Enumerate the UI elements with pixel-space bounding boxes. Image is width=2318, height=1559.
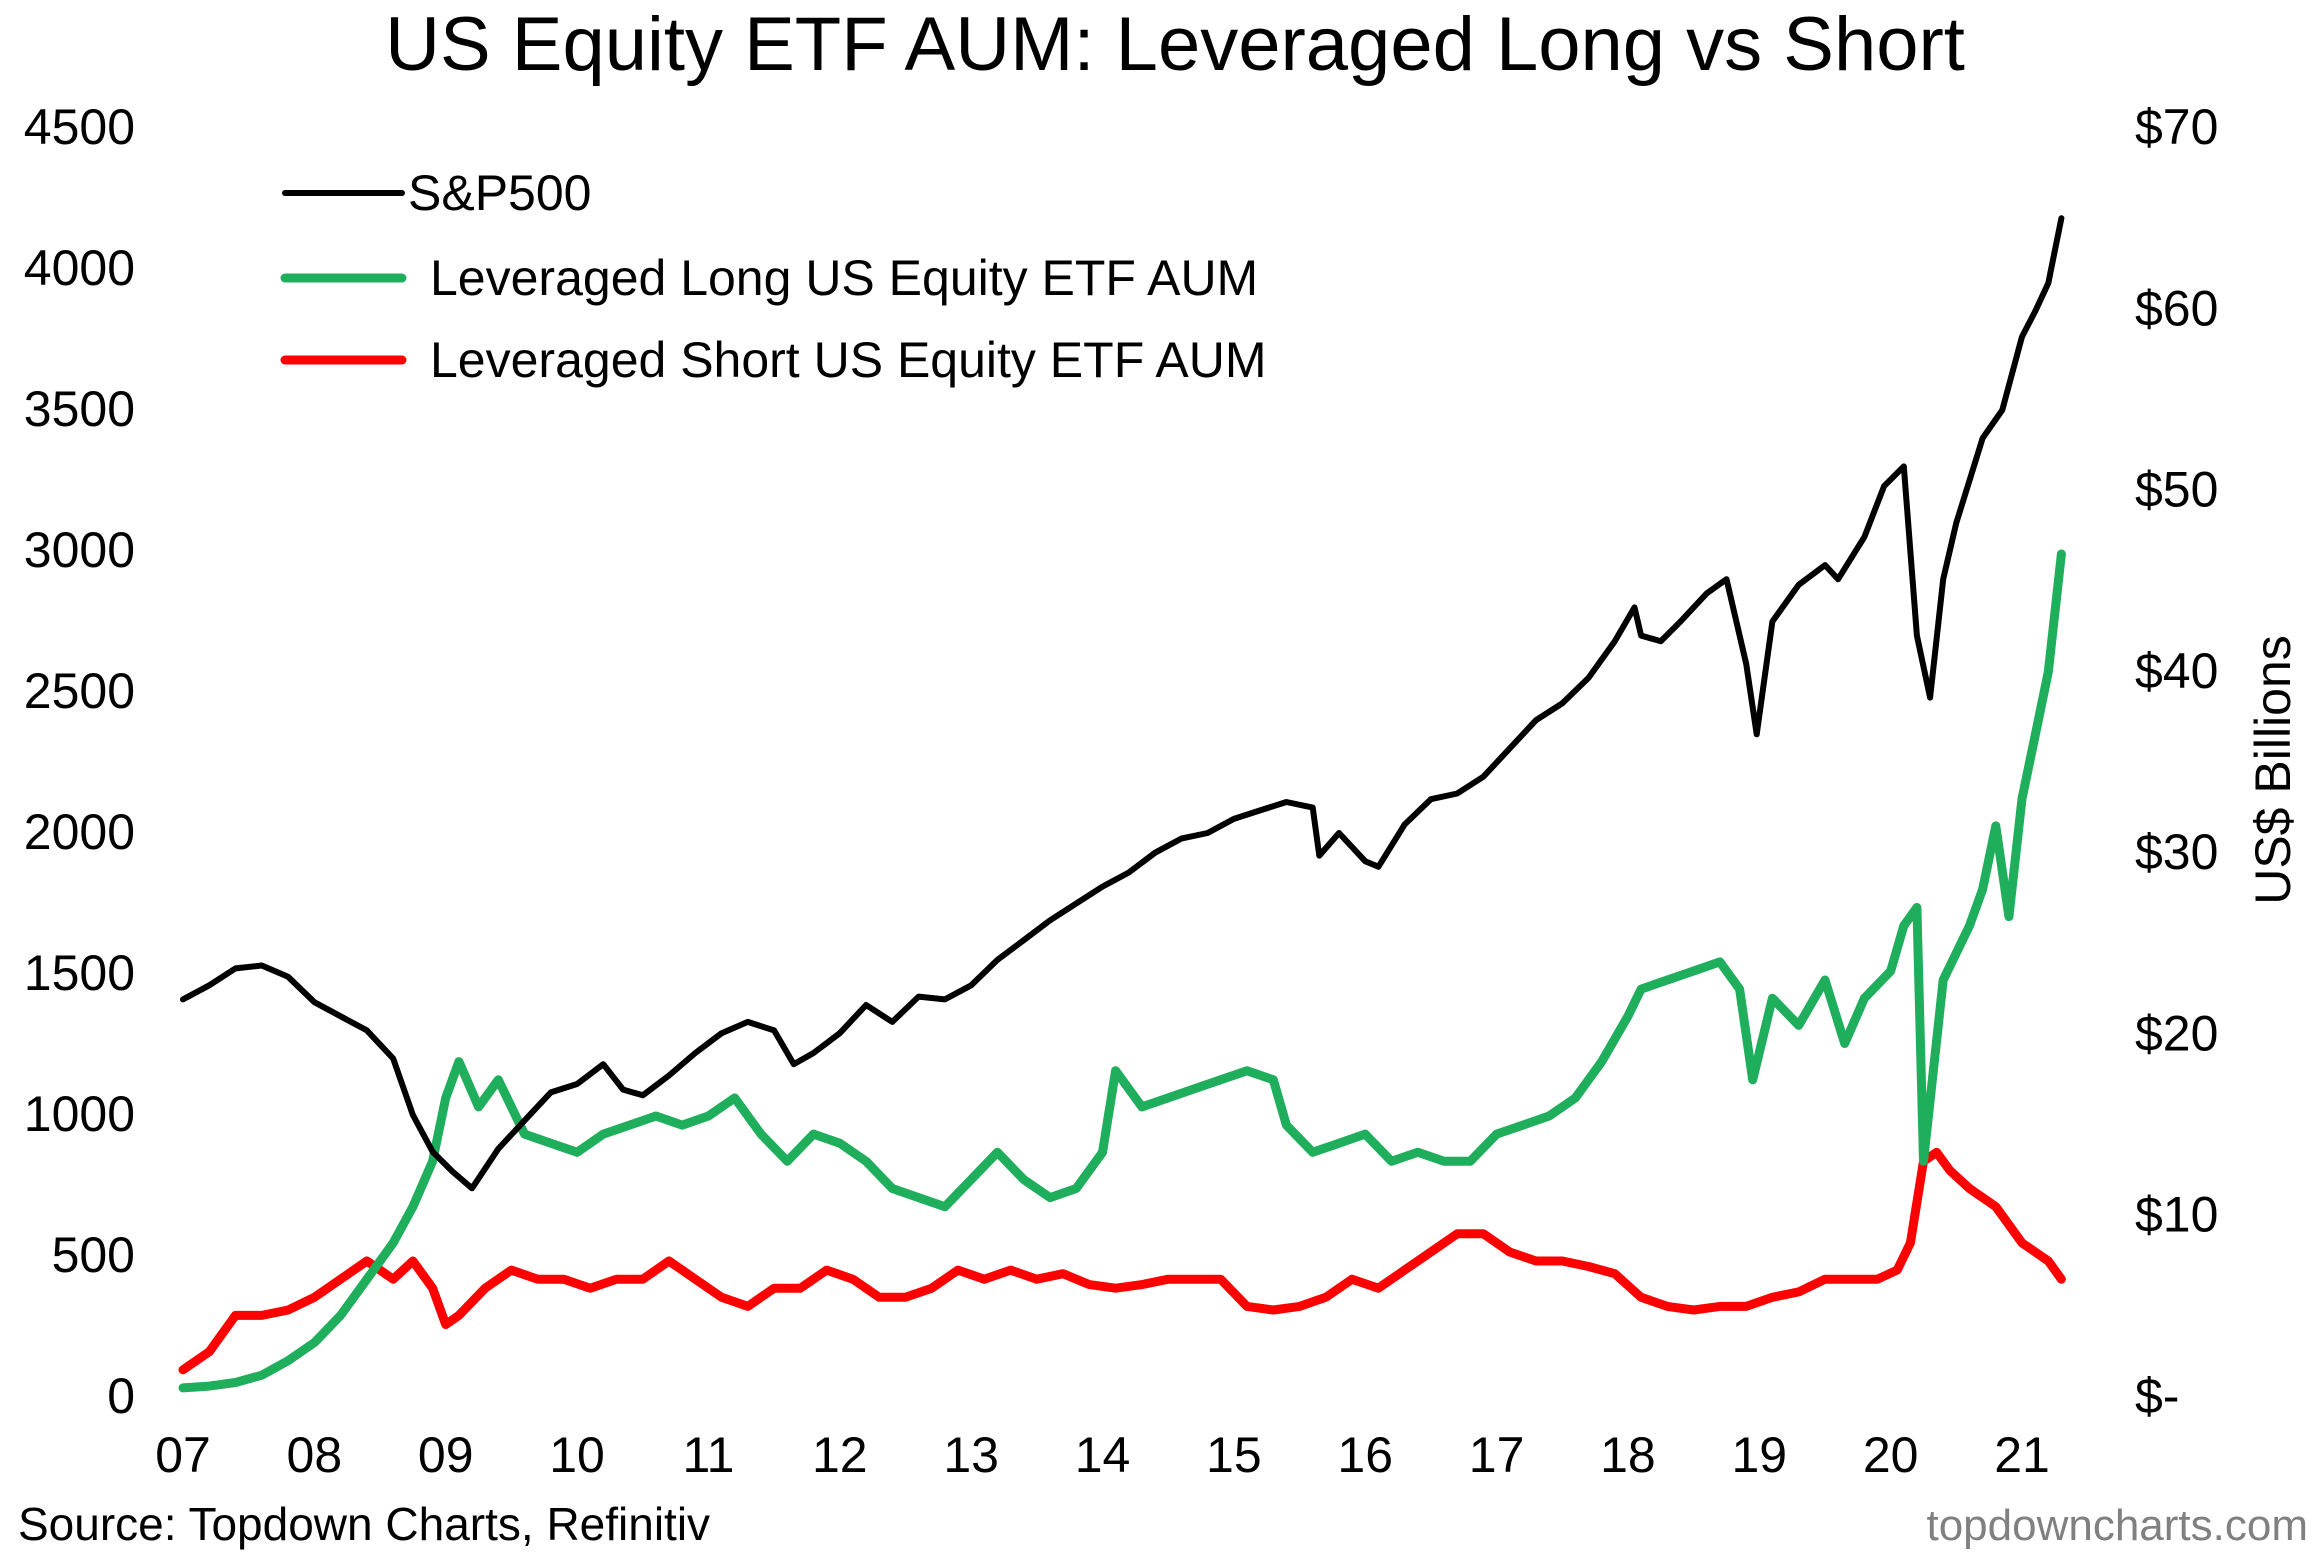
legend-label: Leveraged Short US Equity ETF AUM xyxy=(430,332,1266,388)
chart-source: Source: Topdown Charts, Refinitiv xyxy=(18,1498,710,1550)
x-tick-label: 15 xyxy=(1206,1427,1262,1483)
x-tick-label: 16 xyxy=(1337,1427,1393,1483)
right-y-tick-label: $60 xyxy=(2135,280,2218,336)
x-tick-label: 11 xyxy=(682,1427,734,1483)
legend-label: S&P500 xyxy=(408,165,591,221)
legend-label: Leveraged Long US Equity ETF AUM xyxy=(430,250,1258,306)
x-axis: 07 08 09 10 11 12 13 14 15 16 17 18 19 20 21 xyxy=(155,1427,2050,1483)
left-y-tick-label: 2000 xyxy=(24,804,135,860)
x-tick-label: 08 xyxy=(287,1427,343,1483)
right-y-axis: $- $10 $20 $30 $40 $50 $60 $70 xyxy=(2135,99,2218,1424)
left-y-tick-label: 4500 xyxy=(24,99,135,155)
right-y-axis-label: US$ Billions xyxy=(2245,635,2301,905)
x-tick-label: 14 xyxy=(1075,1427,1131,1483)
series-line-leveraged-short xyxy=(178,1147,2066,1375)
x-tick-label: 09 xyxy=(418,1427,474,1483)
left-y-tick-label: 4000 xyxy=(24,240,135,296)
x-tick-label: 13 xyxy=(943,1427,999,1483)
x-tick-label: 07 xyxy=(155,1427,211,1483)
x-tick-label: 10 xyxy=(549,1427,605,1483)
left-y-tick-label: 2500 xyxy=(24,663,135,719)
chart-title: US Equity ETF AUM: Leveraged Long vs Sho… xyxy=(385,2,1965,87)
x-tick-label: 21 xyxy=(1994,1427,2050,1483)
series-line-leveraged-long xyxy=(178,549,2066,1393)
right-y-tick-label: $70 xyxy=(2135,99,2218,155)
x-tick-label: 17 xyxy=(1469,1427,1525,1483)
left-y-tick-label: 0 xyxy=(107,1368,135,1424)
right-y-tick-label: $40 xyxy=(2135,643,2218,699)
right-y-tick-label: $10 xyxy=(2135,1187,2218,1243)
left-y-tick-label: 3000 xyxy=(24,522,135,578)
x-tick-label: 20 xyxy=(1863,1427,1919,1483)
chart-legend: S&P500 Leveraged Long US Equity ETF AUM Le… xyxy=(280,165,1266,388)
chart-watermark: topdowncharts.com xyxy=(1926,1501,2308,1550)
left-y-tick-label: 3500 xyxy=(24,381,135,437)
left-y-tick-label: 500 xyxy=(52,1227,135,1283)
right-y-tick-label: $20 xyxy=(2135,1005,2218,1061)
right-y-tick-label: $- xyxy=(2135,1368,2179,1424)
x-tick-label: 19 xyxy=(1731,1427,1787,1483)
right-y-tick-label: $50 xyxy=(2135,462,2218,518)
x-tick-label: 18 xyxy=(1600,1427,1656,1483)
left-y-tick-label: 1000 xyxy=(24,1086,135,1142)
x-tick-label: 12 xyxy=(812,1427,868,1483)
left-y-axis: 0 500 1000 1500 2000 2500 3000 3500 4000 4500 xyxy=(24,99,135,1424)
series-line-sp500 xyxy=(180,215,2065,1192)
right-y-tick-label: $30 xyxy=(2135,824,2218,880)
series-layer xyxy=(178,215,2066,1393)
left-y-tick-label: 1500 xyxy=(24,945,135,1001)
